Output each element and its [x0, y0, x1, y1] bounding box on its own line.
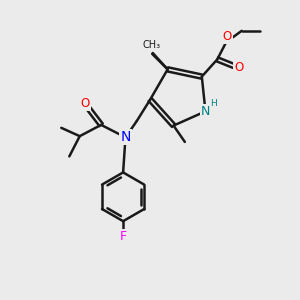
- Text: N: N: [201, 105, 210, 118]
- Text: O: O: [222, 30, 232, 43]
- Text: CH₃: CH₃: [142, 40, 160, 50]
- Text: O: O: [80, 97, 90, 110]
- Text: O: O: [234, 61, 244, 74]
- Text: H: H: [210, 98, 217, 107]
- Text: N: N: [120, 130, 131, 144]
- Text: F: F: [120, 230, 127, 242]
